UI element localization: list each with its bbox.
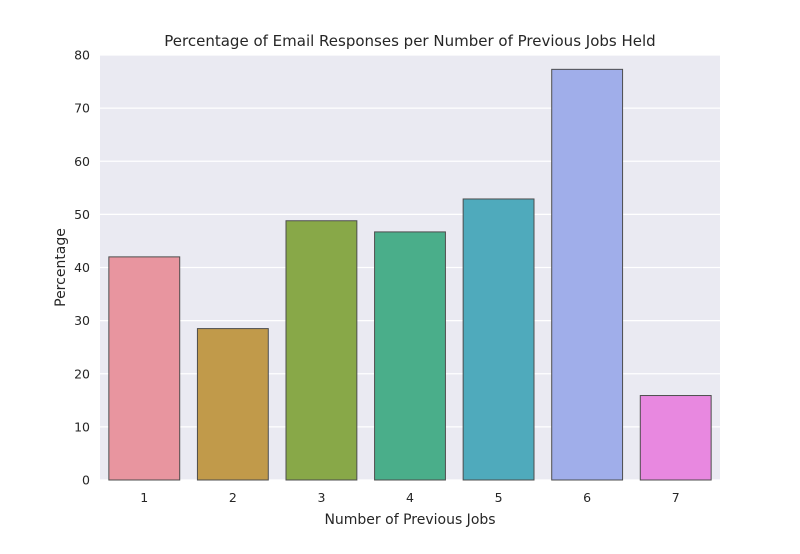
y-tick-label: 30 [74,313,90,328]
y-tick-label: 80 [74,48,90,63]
x-tick-label: 7 [672,490,680,505]
bar-6 [551,68,624,481]
y-axis-label: Percentage [53,228,69,307]
x-tick-label: 2 [229,490,237,505]
x-tick-labels: 1 2 3 4 5 6 7 [140,490,679,505]
y-tick-labels: 0 10 20 30 40 50 60 70 80 [74,48,90,488]
bar-3 [285,220,358,481]
bar-7 [639,395,712,481]
bar-5 [462,198,535,481]
x-axis-label: Number of Previous Jobs [324,512,495,528]
bar-4 [374,231,446,481]
bar-1 [108,256,181,481]
y-tick-label: 0 [82,473,90,488]
x-tick-label: 5 [495,490,503,505]
x-tick-label: 3 [317,490,325,505]
y-tick-label: 20 [74,366,90,381]
y-tick-label: 60 [74,154,90,169]
y-tick-label: 70 [74,101,90,116]
x-tick-label: 1 [140,490,148,505]
y-tick-label: 50 [74,207,90,222]
x-tick-label: 4 [406,490,414,505]
bars [108,68,712,481]
x-tick-label: 6 [583,490,591,505]
y-tick-label: 10 [74,419,90,434]
y-tick-label: 40 [74,260,90,275]
chart-title: Percentage of Email Responses per Number… [164,32,655,50]
bar-2 [196,328,269,481]
